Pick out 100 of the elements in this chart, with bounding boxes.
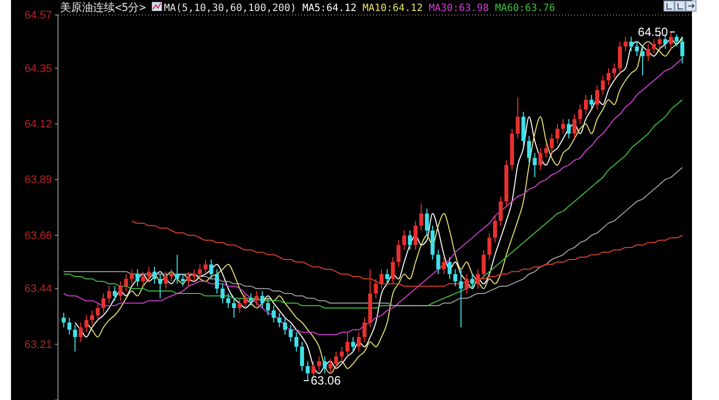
candlestick (192, 268, 196, 282)
candlestick (374, 278, 378, 299)
candlestick (476, 268, 480, 290)
candlestick (634, 41, 639, 57)
candlestick (62, 312, 66, 328)
candlestick (624, 36, 628, 52)
y-tick-label: 64.12 (24, 118, 52, 130)
candlestick (260, 290, 264, 308)
candlestick (487, 232, 492, 260)
candlestick (606, 68, 611, 86)
candlestick (561, 118, 566, 134)
text: MA5:64.12 (302, 3, 357, 14)
candlestick (254, 290, 259, 306)
candlestick (600, 75, 605, 96)
candlestick (84, 314, 88, 333)
chart-title: 美原油连续<5分> (60, 1, 146, 14)
candlestick (238, 298, 242, 314)
candlestick (112, 286, 117, 302)
candlestick (578, 104, 582, 124)
candlestick (152, 266, 156, 284)
text: MA60:63.76 (494, 3, 556, 14)
candlestick (135, 268, 140, 287)
y-tick-label: 64.57 (24, 10, 52, 22)
candlestick (618, 41, 622, 74)
candlestick (584, 94, 588, 115)
candlestick (243, 292, 248, 308)
candlestick (652, 38, 656, 54)
candlestick (277, 312, 282, 328)
text: MA10:64.12 (362, 3, 423, 14)
candlestick (101, 292, 106, 314)
candlestick (175, 254, 180, 284)
candlestick (345, 332, 350, 357)
candlestick (90, 310, 94, 326)
candlestick (414, 220, 418, 250)
y-tick-label: 63.21 (24, 338, 52, 351)
text: MA30:63.98 (428, 3, 489, 14)
candlestick (390, 256, 395, 284)
candlestick (493, 215, 498, 244)
candlestick (385, 268, 390, 284)
y-tick-label: 63.89 (24, 174, 52, 186)
candlestick (436, 249, 440, 275)
candlestick (458, 268, 463, 328)
candlestick (78, 322, 83, 342)
candlestick (204, 259, 208, 275)
candlestick (334, 351, 338, 370)
line-series (63, 99, 683, 308)
candlestick (680, 36, 684, 64)
candlestick (67, 317, 72, 336)
candlestick (572, 114, 576, 139)
candlestick (629, 36, 634, 52)
candlestick (317, 356, 322, 372)
candlestick (498, 196, 503, 226)
candlestick (340, 346, 344, 362)
candlestick (590, 94, 594, 110)
candlestick (226, 292, 230, 308)
candlestick (198, 264, 202, 280)
candlestick (516, 96, 520, 139)
candlestick (470, 274, 474, 290)
candlestick (668, 31, 673, 50)
annotation: 63.06 (310, 374, 342, 388)
candlestick (124, 274, 128, 292)
candlestick (408, 230, 412, 250)
candlestick (164, 271, 168, 290)
candlestick (356, 332, 361, 352)
candlestick (232, 298, 236, 318)
candlestick (107, 286, 112, 304)
candlestick (118, 280, 122, 302)
candlestick (640, 46, 645, 76)
candlestick (351, 336, 356, 352)
candlestick (538, 148, 542, 170)
candlestick (272, 305, 276, 324)
candlestick (214, 268, 219, 294)
candlestick (266, 298, 270, 316)
candlestick (146, 266, 151, 282)
y-tick-label: 63.66 (24, 230, 52, 242)
candlestick (555, 123, 560, 144)
candlestick (482, 249, 486, 280)
candlestick (544, 142, 548, 158)
candlestick (442, 256, 446, 275)
candlestick (170, 268, 174, 282)
candlestick (158, 274, 162, 299)
candlestick (306, 360, 310, 382)
candlestick (402, 230, 406, 250)
candlestick (612, 62, 616, 78)
candlestick (141, 271, 146, 287)
candlestick (288, 324, 293, 342)
candlestick (73, 324, 78, 352)
candlestick (328, 358, 332, 374)
annotation: 64.50 (638, 24, 668, 39)
y-tick-label: 63.44 (24, 283, 52, 296)
candlestick (294, 332, 298, 352)
candlestick (464, 274, 469, 294)
candlestick (220, 283, 225, 304)
candlestick (527, 136, 532, 164)
candlestick (283, 317, 288, 336)
line-series (63, 167, 683, 306)
candlestick (396, 240, 401, 268)
candlestick (448, 256, 452, 280)
y-tick-label: 64.35 (24, 62, 52, 75)
candlestick (96, 302, 100, 321)
